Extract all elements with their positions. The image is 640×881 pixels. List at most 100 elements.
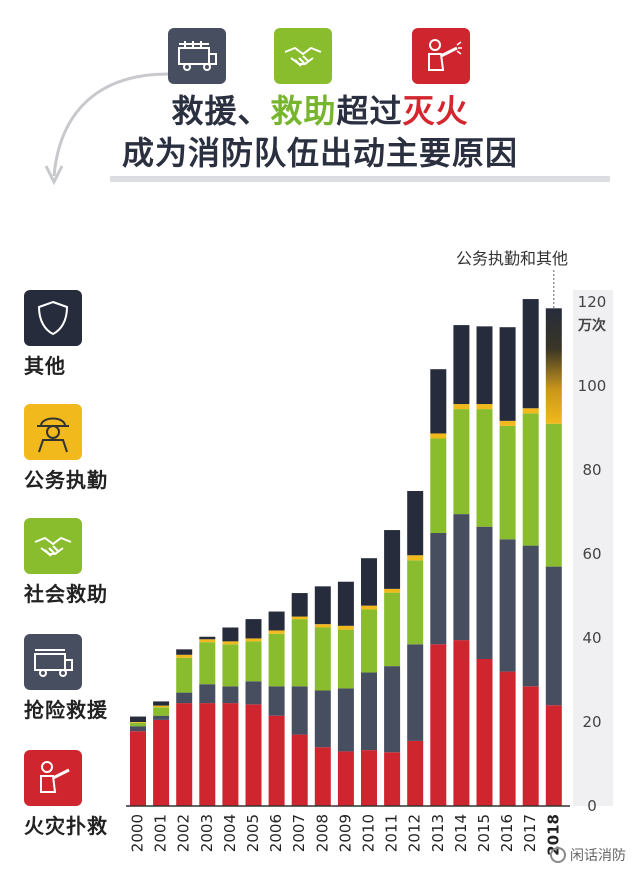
bar-segment bbox=[453, 404, 470, 410]
bar-segment bbox=[476, 326, 493, 405]
bar-segment bbox=[268, 686, 285, 716]
legend-label-fire: 火灾扑救 bbox=[24, 814, 108, 838]
bar-segment bbox=[199, 636, 216, 640]
bar-segment bbox=[130, 726, 146, 732]
bar-segment bbox=[361, 605, 377, 610]
bar-segment bbox=[222, 644, 239, 687]
bar-segment bbox=[430, 433, 447, 439]
bar-segment bbox=[176, 657, 193, 693]
y-axis-band bbox=[573, 290, 613, 806]
bar-segment bbox=[522, 545, 539, 687]
handshake-icon bbox=[274, 28, 332, 84]
bar-segment bbox=[153, 715, 170, 720]
bar-segment bbox=[430, 438, 447, 533]
x-tick-label: 2014 bbox=[452, 814, 470, 852]
bar-segment bbox=[407, 644, 424, 741]
x-tick-label: 2017 bbox=[521, 814, 539, 852]
bar-segment bbox=[268, 715, 285, 806]
legend-label-social: 社会救助 bbox=[24, 582, 108, 606]
watermark-text: 闲话消防 bbox=[570, 848, 626, 864]
firefighter-icon bbox=[24, 404, 82, 460]
bar-segment bbox=[522, 686, 539, 806]
bar-segment bbox=[176, 654, 193, 658]
bar-segment bbox=[268, 611, 285, 631]
bar-segment bbox=[430, 644, 447, 806]
y-tick-label: 40 bbox=[582, 629, 601, 647]
bar-segment bbox=[499, 327, 516, 421]
legend-other: 其他 bbox=[24, 290, 134, 379]
bar-segment bbox=[245, 681, 262, 705]
bar-segment bbox=[153, 707, 170, 716]
bar-segment bbox=[453, 514, 470, 641]
bar-segment bbox=[361, 558, 377, 606]
bar-segment bbox=[153, 701, 170, 706]
x-tick-label: 2013 bbox=[429, 814, 447, 852]
bar-segment bbox=[545, 566, 562, 706]
bar-segment bbox=[499, 671, 516, 806]
x-tick-label: 2018 bbox=[544, 814, 562, 856]
bar-segment bbox=[222, 703, 239, 806]
bar-segment bbox=[384, 752, 401, 806]
bar-segment bbox=[522, 299, 539, 409]
legend-duty: 公务执勤 bbox=[24, 404, 134, 493]
x-tick-label: 2007 bbox=[290, 814, 308, 852]
bar-segment bbox=[314, 586, 331, 625]
x-tick-label: 2003 bbox=[198, 814, 216, 852]
bar-segment bbox=[384, 588, 401, 593]
y-tick-label: 100 bbox=[578, 377, 607, 395]
bar-segment bbox=[176, 692, 193, 704]
bar-segment bbox=[337, 581, 354, 626]
x-tick-label: 2015 bbox=[475, 814, 493, 852]
bar-segment bbox=[199, 684, 216, 704]
bar-segment bbox=[499, 425, 516, 540]
bar-segment bbox=[407, 740, 424, 806]
fire-hose-icon bbox=[412, 28, 470, 84]
bar-segment bbox=[222, 686, 239, 704]
bar-segment bbox=[314, 627, 331, 691]
bar-segment bbox=[291, 686, 308, 735]
bar-segment bbox=[199, 642, 216, 685]
x-tick-label: 2005 bbox=[244, 814, 262, 852]
bar-segment bbox=[291, 593, 308, 617]
bar-segment bbox=[291, 619, 308, 687]
legend-fire: 火灾扑救 bbox=[24, 750, 134, 839]
x-tick-label: 2016 bbox=[498, 814, 516, 852]
x-tick-label: 2000 bbox=[129, 814, 147, 852]
bar-segment bbox=[453, 409, 470, 515]
bar-segment bbox=[337, 629, 354, 689]
fire-truck-icon bbox=[168, 28, 226, 84]
bar-segment bbox=[499, 539, 516, 672]
watermark: 闲话消防 bbox=[550, 845, 626, 865]
y-tick-label: 80 bbox=[582, 461, 601, 479]
y-tick-label: 0 bbox=[587, 797, 597, 815]
bar-segment bbox=[384, 666, 401, 753]
legend-label-duty: 公务执勤 bbox=[24, 468, 108, 492]
bar-segment bbox=[314, 690, 331, 748]
bar-segment bbox=[291, 616, 308, 620]
x-tick-label: 2012 bbox=[406, 814, 424, 852]
bar-segment bbox=[430, 533, 447, 645]
bar-segment bbox=[476, 526, 493, 659]
page-title: 救援、救助超过灭火 bbox=[171, 92, 469, 130]
bar-segment bbox=[199, 703, 216, 806]
wechat-icon bbox=[550, 847, 566, 863]
bar-segment bbox=[130, 731, 146, 806]
bar-segment bbox=[153, 719, 170, 806]
bar-segment bbox=[522, 408, 539, 414]
bar-segment bbox=[314, 624, 331, 628]
bar-segment bbox=[291, 734, 308, 806]
bar-segment bbox=[245, 704, 262, 806]
bar-segment bbox=[199, 639, 216, 643]
bar-segment bbox=[522, 413, 539, 546]
bar-segment bbox=[268, 633, 285, 687]
fire-truck-icon bbox=[24, 634, 82, 690]
bar-segment bbox=[337, 688, 354, 752]
x-tick-label: 2011 bbox=[383, 814, 401, 852]
bar-segment bbox=[245, 641, 262, 682]
annotation-label: 公务执勤和其他 bbox=[456, 249, 568, 268]
bar-segment bbox=[453, 640, 470, 806]
bar-segment bbox=[314, 747, 331, 806]
x-tick-label: 2001 bbox=[152, 814, 170, 852]
bar-segment bbox=[430, 369, 447, 434]
